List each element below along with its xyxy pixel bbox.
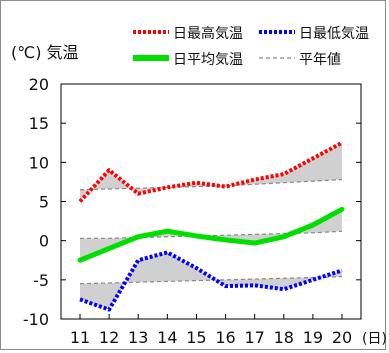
series-lines: [77, 140, 345, 312]
x-tick-label: 12: [99, 328, 119, 347]
x-tick-label: 14: [157, 328, 177, 347]
legend-max-label: 日最高気温: [173, 25, 243, 42]
x-tick-label: 18: [274, 328, 294, 347]
legend-normal-label: 平年値: [299, 52, 341, 68]
axes: -10 -5 0 5 10 15 20 11 12 13 14 15 16 17 18 19 20 (日): [23, 75, 387, 347]
y-tick-label: 10: [29, 153, 49, 172]
y-tick-label: -10: [23, 310, 49, 329]
deviation-area: [80, 142, 342, 202]
y-tick-label: 15: [29, 114, 49, 133]
x-tick-label: 15: [186, 328, 206, 347]
y-axis-label: (℃) 気温: [11, 43, 79, 62]
x-tick-label: 19: [303, 328, 323, 347]
y-tick-label: 20: [29, 75, 49, 94]
y-tick-label: 5: [39, 193, 49, 212]
y-tick-label: 0: [39, 232, 49, 251]
y-tick-label: -5: [33, 271, 49, 290]
x-tick-label: 17: [244, 328, 264, 347]
x-axis-unit: (日): [362, 331, 387, 347]
x-tick-label: 11: [70, 328, 90, 347]
normal-line: [79, 178, 343, 191]
x-tick-label: 20: [332, 328, 352, 347]
deviation-area: [80, 252, 342, 310]
legend-avg-label: 日平均気温: [173, 52, 243, 68]
avg-temp-line: [77, 206, 345, 263]
legend-min-label: 日最低気温: [299, 26, 369, 42]
max-temp-line: [78, 140, 343, 203]
x-tick-label: 16: [215, 328, 235, 347]
x-tick-label: 13: [128, 328, 148, 347]
deviation-shading: [80, 142, 342, 310]
deviation-area: [80, 209, 342, 261]
